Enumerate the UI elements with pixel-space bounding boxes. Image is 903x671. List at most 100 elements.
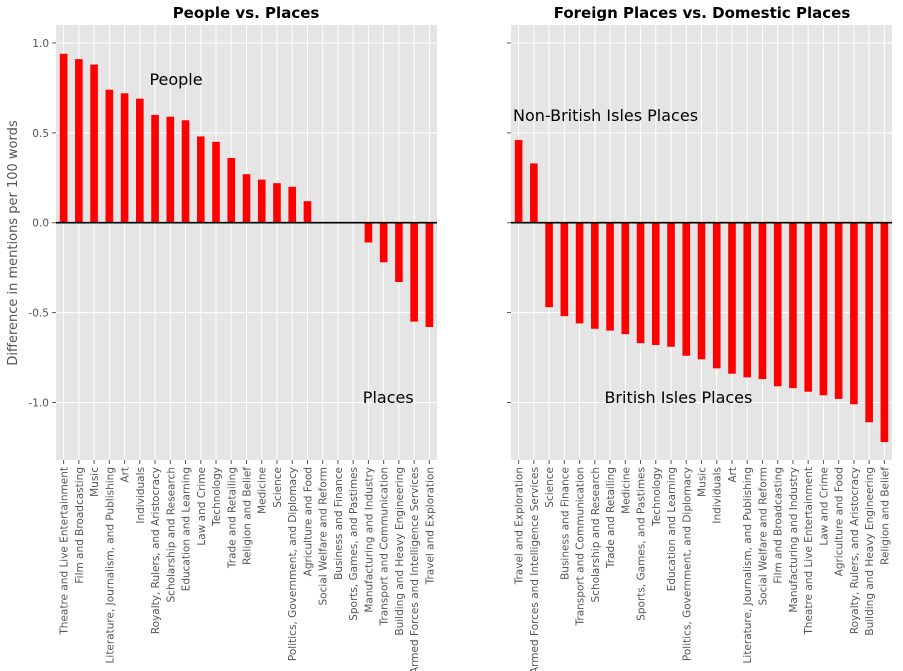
x-tick-label: Education and Learning [181,467,193,591]
bar [242,174,251,223]
x-tick-label: Theatre and Live Entertainment [59,467,71,636]
bar [636,222,645,344]
chart-title: Foreign Places vs. Domestic Places [554,4,851,22]
x-tick-label: Politics, Government, and Diplomacy [681,467,693,661]
x-tick-label: Religion and Belief [879,467,891,565]
x-tick-label: Building and Heavy Engineering [864,467,876,636]
bar [181,120,190,223]
bar [514,140,523,223]
bar [379,222,388,263]
y-tick-label: 0.5 [32,128,49,140]
y-tick-label: -0.5 [29,308,50,320]
bar [758,222,767,380]
x-tick-label: Royalty, Rulers, and Aristocracy [150,467,162,634]
x-tick-label: Agriculture and Food [302,467,314,576]
bar [410,222,418,322]
bar [288,186,297,223]
x-tick-label: Art [727,467,739,483]
x-tick-label: Social Welfare and Reform [318,467,330,605]
bar [651,222,660,345]
bar [850,222,858,405]
x-tick-label: Travel and Exploration [514,467,526,585]
y-axis-label: Difference in mentions per 100 words [6,120,21,365]
bar [105,89,114,223]
bar [90,64,98,223]
x-tick-label: Film and Broadcasting [773,467,785,584]
bar [789,222,797,389]
x-tick-label: Literature, Journalism, and Publishing [104,467,116,663]
bar [804,222,812,392]
bar [75,59,83,223]
bar [196,136,205,223]
bar [166,116,175,223]
x-tick-label: Individuals [135,467,147,524]
x-tick-label: Sports, Games, and Pastimes [636,467,648,621]
x-tick-label: Medicine [257,467,269,514]
x-tick-label: Scholarship and Research [590,467,602,603]
bar [425,222,434,327]
x-tick-label: Trade and Retailing [605,467,617,569]
x-tick-label: Sports, Games, and Pastimes [348,467,360,621]
bar [606,222,614,331]
bar [120,93,129,223]
bar [682,222,691,356]
bar [212,141,220,223]
x-tick-label: Politics, Government, and Diplomacy [287,467,299,661]
bar [865,222,873,423]
annotation-label: Places [363,388,414,407]
x-tick-label: Armed Forces and Intelligence Services [409,467,421,671]
x-tick-label: Manufacturing and Industry [788,467,800,613]
x-tick-label: Music [89,467,101,497]
chart-title: People vs. Places [173,4,320,22]
x-tick-label: Trade and Retailing [226,467,238,569]
x-tick-label: Art [120,467,132,483]
bar [530,163,538,223]
bar [667,222,675,347]
x-tick-label: Business and Finance [559,467,571,580]
bar [364,222,373,243]
x-tick-label: Individuals [712,467,724,524]
bar [621,222,630,335]
bar [819,222,828,396]
bar [257,179,266,223]
x-tick-label: Law and Crime [196,467,208,546]
bar [773,222,782,387]
x-tick-label: Theatre and Live Entertainment [803,467,815,636]
bar [136,98,144,223]
y-tick-label: 1.0 [32,38,49,50]
x-tick-label: Medicine [620,467,632,514]
bar [728,222,736,374]
x-tick-label: Transport and Communication [575,467,587,626]
x-tick-label: Business and Finance [333,467,345,580]
x-tick-label: Armed Forces and Intelligence Services [529,467,541,671]
bar [273,183,281,223]
y-tick-label: -1.0 [29,397,50,409]
bar [834,222,843,399]
x-tick-label: Religion and Belief [242,467,254,565]
bar [575,222,584,324]
annotation-label: Non-British Isles Places [513,106,698,125]
bar [59,53,68,223]
x-tick-label: Technology [651,467,663,527]
x-tick-label: Literature, Journalism, and Publishing [742,467,754,663]
y-tick-label: 0.0 [32,218,49,230]
x-tick-label: Manufacturing and Industry [363,467,375,613]
x-tick-label: Science [272,467,284,508]
x-tick-label: Film and Broadcasting [74,467,86,584]
x-tick-label: Science [544,467,556,508]
bar [591,222,599,329]
x-tick-label: Law and Crime [818,467,830,546]
x-tick-label: Transport and Communication [379,467,391,626]
annotation-label: People [149,70,202,89]
bar [743,222,752,378]
x-tick-label: Travel and Exploration [424,467,436,585]
bar [303,201,312,223]
x-tick-label: Royalty, Rulers, and Aristocracy [849,467,861,634]
x-tick-label: Agriculture and Food [834,467,846,576]
x-tick-label: Technology [211,467,223,527]
x-tick-label: Education and Learning [666,467,678,591]
bar [880,222,889,443]
bar [560,222,569,317]
x-tick-label: Social Welfare and Reform [757,467,769,605]
